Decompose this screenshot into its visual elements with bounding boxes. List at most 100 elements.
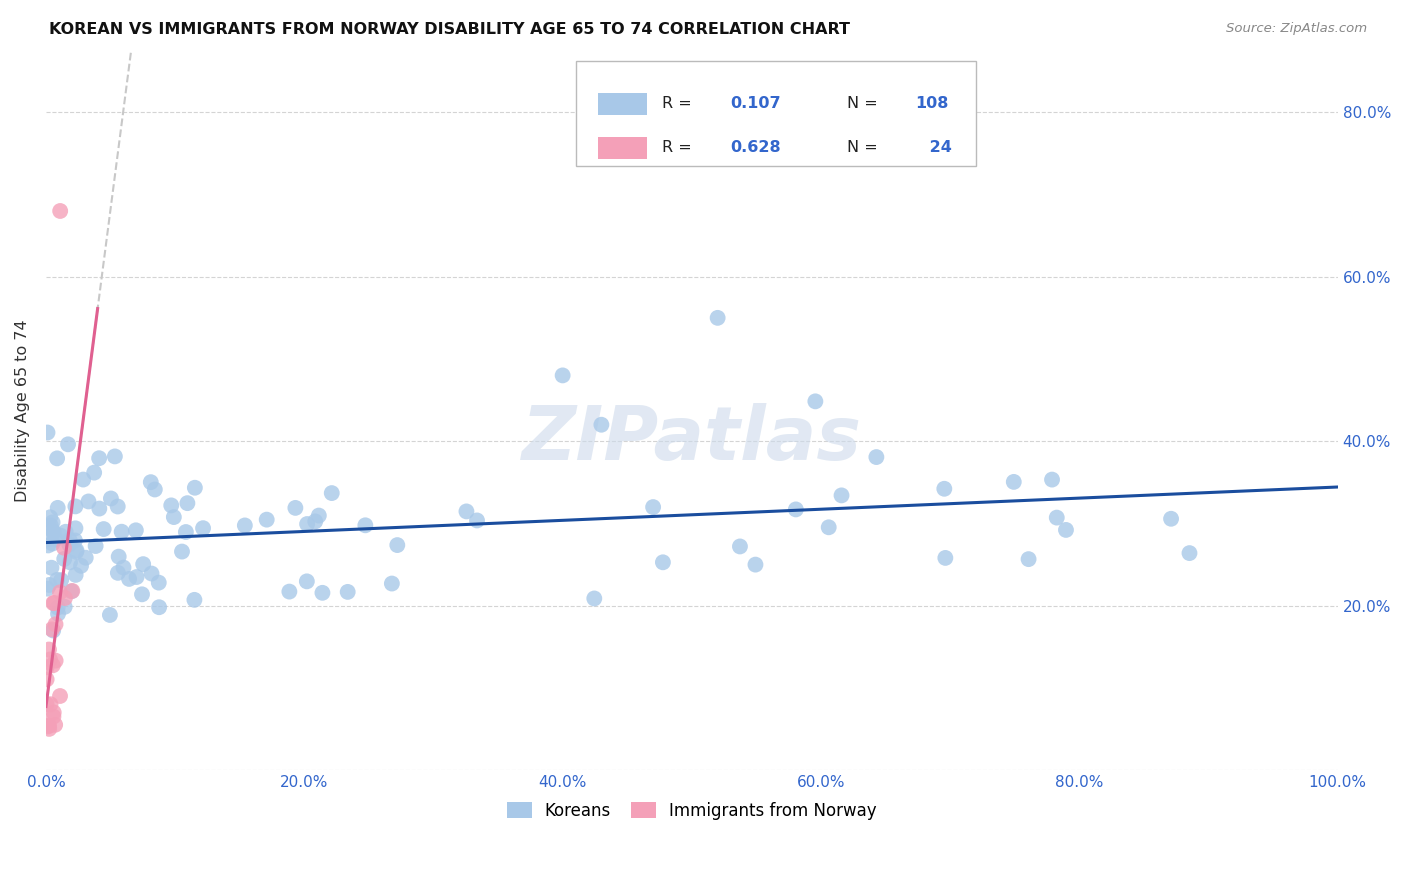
Point	[42, 709, 65, 723]
Point	[55, 524, 77, 539]
Point	[46, 600, 69, 615]
Text: KOREAN VS IMMIGRANTS FROM NORWAY DISABILITY AGE 65 TO 74 CORRELATION CHART: KOREAN VS IMMIGRANTS FROM NORWAY DISABIL…	[49, 22, 851, 37]
Y-axis label: Disability Age 65 to 74: Disability Age 65 to 74	[15, 319, 30, 501]
Point	[75, 550, 97, 565]
Point	[148, 575, 170, 590]
Point	[107, 549, 129, 564]
Point	[831, 488, 853, 502]
Point	[583, 591, 606, 606]
Point	[44, 617, 66, 632]
Bar	[598, 93, 647, 115]
Point	[60, 584, 83, 599]
Point	[49, 689, 72, 703]
Point	[1178, 546, 1201, 560]
Point	[98, 607, 121, 622]
Point	[49, 204, 72, 219]
Point	[104, 450, 127, 464]
Point	[1160, 512, 1182, 526]
Point	[41, 536, 63, 550]
Point	[89, 501, 111, 516]
Point	[46, 573, 69, 587]
Point	[41, 516, 63, 530]
Point	[35, 673, 58, 687]
Point	[321, 486, 343, 500]
Point	[174, 524, 197, 539]
Point	[139, 475, 162, 490]
Point	[53, 591, 76, 605]
Point	[38, 578, 60, 592]
Point	[551, 368, 574, 383]
Point	[35, 697, 58, 711]
Point	[53, 541, 76, 555]
Point	[41, 560, 63, 574]
Point	[295, 574, 318, 589]
Point	[785, 502, 807, 516]
Point	[284, 500, 307, 515]
Point	[107, 500, 129, 514]
Point	[39, 697, 62, 711]
Point	[744, 558, 766, 572]
Point	[70, 558, 93, 573]
Point	[304, 515, 326, 529]
Point	[89, 451, 111, 466]
Text: Source: ZipAtlas.com: Source: ZipAtlas.com	[1226, 22, 1367, 36]
Text: N =: N =	[846, 140, 877, 155]
Point	[65, 568, 87, 582]
Point	[37, 582, 59, 596]
Point	[817, 520, 839, 534]
Text: ZIPatlas: ZIPatlas	[522, 402, 862, 475]
Point	[44, 596, 66, 610]
Point	[131, 587, 153, 601]
Point	[1046, 510, 1069, 524]
Point	[191, 521, 214, 535]
Point	[100, 491, 122, 506]
Point	[148, 600, 170, 615]
Point	[37, 425, 59, 440]
Point	[387, 538, 409, 552]
Point	[132, 557, 155, 571]
Point	[35, 660, 58, 674]
Point	[84, 539, 107, 553]
Point	[456, 504, 478, 518]
Point	[1054, 523, 1077, 537]
Point	[934, 482, 956, 496]
Point	[125, 524, 148, 538]
Point	[643, 500, 665, 514]
Point	[37, 533, 59, 547]
Legend: Koreans, Immigrants from Norway: Koreans, Immigrants from Norway	[501, 795, 884, 826]
Point	[170, 544, 193, 558]
Text: 108: 108	[915, 96, 949, 112]
Point	[295, 516, 318, 531]
Point	[728, 540, 751, 554]
Point	[41, 523, 63, 537]
Point	[53, 599, 76, 614]
Point	[49, 529, 72, 543]
Point	[46, 451, 69, 466]
Point	[42, 524, 65, 539]
Point	[46, 607, 69, 621]
Point	[111, 524, 134, 539]
Point	[354, 518, 377, 533]
Point	[49, 585, 72, 599]
Point	[1040, 473, 1063, 487]
Point	[118, 572, 141, 586]
Point	[311, 586, 333, 600]
Point	[651, 555, 673, 569]
Point	[58, 537, 80, 551]
Point	[278, 584, 301, 599]
Text: 0.628: 0.628	[731, 140, 782, 155]
Point	[42, 596, 65, 610]
Point	[591, 417, 613, 432]
Point	[163, 510, 186, 524]
Point	[1018, 552, 1040, 566]
Point	[381, 576, 404, 591]
Point	[65, 545, 87, 559]
Point	[37, 719, 59, 733]
Point	[183, 592, 205, 607]
Point	[59, 555, 82, 569]
Point	[39, 510, 62, 524]
Point	[49, 573, 72, 587]
Point	[63, 533, 86, 548]
Point	[72, 473, 94, 487]
Point	[42, 624, 65, 638]
